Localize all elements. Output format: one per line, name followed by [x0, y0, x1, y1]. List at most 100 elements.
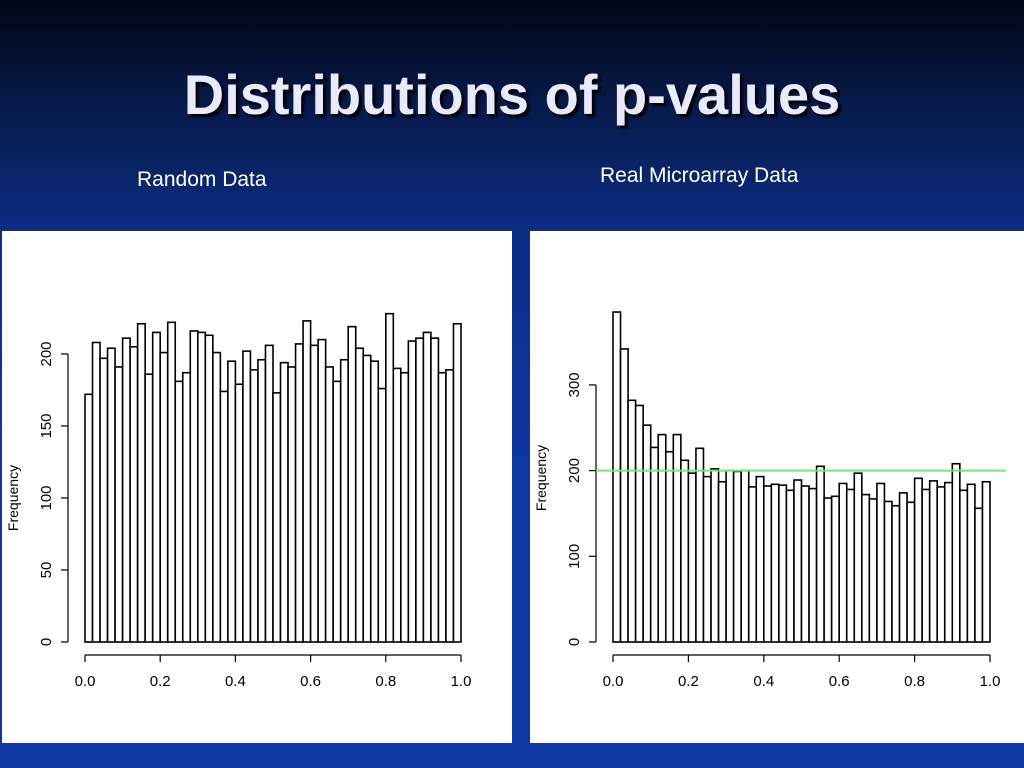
histogram-bar: [347, 325, 357, 643]
histogram-bar: [672, 433, 682, 643]
histogram-bar: [974, 507, 984, 643]
real-histogram: 0.0 0.2 0.4 0.6 0.8 1.0 0 100 200 300 Frequency: [533, 311, 1006, 690]
histogram-bar: [876, 482, 886, 643]
histogram-bar: [197, 331, 207, 643]
histogram-bar: [959, 489, 969, 643]
histogram-bar: [793, 479, 803, 643]
histogram-bar: [943, 481, 954, 643]
histogram-bar: [845, 488, 856, 643]
histogram-bar: [400, 371, 410, 643]
histogram-bar: [906, 501, 916, 643]
histogram-bar: [755, 475, 765, 643]
histogram-bar: [740, 469, 750, 643]
histogram-bar: [272, 392, 282, 643]
random-histogram: 0.0 0.2 0.4 0.6 0.8 1.0 0 50 100 150 200 Frequency: [5, 312, 471, 690]
x-tick-label: 0.4: [225, 673, 246, 690]
slide-title: Distributions of p-values: [183, 63, 841, 126]
histogram-bar: [151, 331, 161, 643]
histogram-bar: [732, 470, 742, 643]
histogram-bar: [437, 371, 447, 643]
y-tick-label: 100: [38, 485, 55, 510]
histogram-bar: [181, 371, 192, 643]
histogram-bar: [815, 465, 825, 643]
random-histogram-panel: 0.0 0.2 0.4 0.6 0.8 1.0 0 50 100 150 200 Frequency: [2, 231, 512, 743]
histogram-bar: [808, 487, 818, 643]
histogram-bar: [257, 358, 267, 643]
histogram-bar: [898, 492, 908, 643]
histogram-bar: [642, 424, 652, 643]
histogram-bar: [883, 500, 893, 643]
histogram-bar: [339, 358, 349, 643]
y-tick-label: 200: [38, 341, 55, 366]
histogram-bar: [362, 354, 372, 643]
histogram-bar: [830, 495, 841, 643]
histogram-bar: [317, 338, 327, 643]
histogram-bar: [627, 399, 637, 643]
x-tick-label: 0.2: [150, 673, 171, 690]
histogram-bar: [212, 351, 222, 643]
histogram-bar: [99, 357, 109, 643]
histogram-bar: [354, 347, 365, 643]
histogram-bar: [189, 330, 199, 643]
histogram-bar: [891, 504, 901, 643]
x-tick-label: 0.0: [75, 673, 96, 690]
histogram-bar: [452, 322, 462, 643]
y-tick-label: 100: [566, 544, 583, 569]
histogram-bar: [981, 480, 991, 643]
x-tick-label: 1.0: [980, 673, 1001, 690]
histogram-bar: [302, 320, 312, 643]
x-tick-label: 0.8: [904, 673, 925, 690]
y-tick-label: 0: [38, 638, 55, 646]
histogram-bar: [294, 343, 304, 643]
histogram-bar: [800, 485, 810, 643]
histogram-bar: [309, 344, 319, 643]
histogram-bar: [838, 482, 848, 643]
histogram-bar: [204, 334, 214, 643]
x-tick-label: 0.2: [678, 673, 699, 690]
real-histogram-panel: 0.0 0.2 0.4 0.6 0.8 1.0 0 100 200 300 Frequency: [530, 231, 1024, 743]
x-tick-label: 0.6: [829, 673, 850, 690]
y-tick-label: 300: [566, 372, 583, 397]
histogram-bar: [234, 383, 244, 643]
y-tick-label: 0: [566, 638, 583, 646]
histogram-bar: [664, 450, 675, 643]
histogram-bar: [680, 459, 690, 643]
histogram-bar: [445, 369, 455, 643]
histogram-bar: [84, 393, 94, 643]
real-data-label: Real Microarray Data: [600, 164, 799, 187]
histogram-bar: [144, 373, 154, 643]
histogram-bar: [377, 387, 387, 643]
y-tick-label: 50: [38, 562, 55, 579]
histogram-bar: [928, 480, 939, 643]
histogram-bar: [324, 366, 334, 643]
histogram-bar: [415, 337, 425, 643]
y-axis-label: Frequency: [5, 465, 21, 531]
histogram-bar: [91, 341, 101, 643]
histogram-bar: [770, 483, 780, 643]
histogram-bar: [823, 497, 833, 643]
histogram-bar: [384, 312, 395, 643]
histogram-bar: [936, 486, 946, 643]
histogram-bar: [913, 477, 923, 643]
histogram-bar: [778, 484, 788, 643]
histogram-bar: [159, 351, 169, 643]
histogram-bar: [121, 337, 131, 643]
x-tick-label: 0.6: [300, 673, 321, 690]
histogram-bar: [657, 433, 667, 643]
histogram-bar: [430, 337, 440, 643]
histogram-bar: [725, 469, 735, 643]
histogram-bar: [710, 468, 720, 643]
histogram-bar: [136, 322, 146, 643]
histogram-bar: [249, 369, 259, 643]
histogram-bar: [921, 488, 931, 643]
histogram-bar: [966, 483, 976, 643]
histogram-bar: [687, 472, 697, 643]
histogram-bar: [106, 347, 116, 643]
histogram-bar: [634, 404, 644, 643]
histogram-bar: [219, 390, 229, 643]
y-tick-label: 200: [566, 458, 583, 483]
histogram-bar: [114, 366, 124, 643]
x-tick-label: 0.0: [603, 673, 624, 690]
x-tick-label: 0.4: [753, 673, 774, 690]
histogram-bar: [868, 498, 878, 643]
